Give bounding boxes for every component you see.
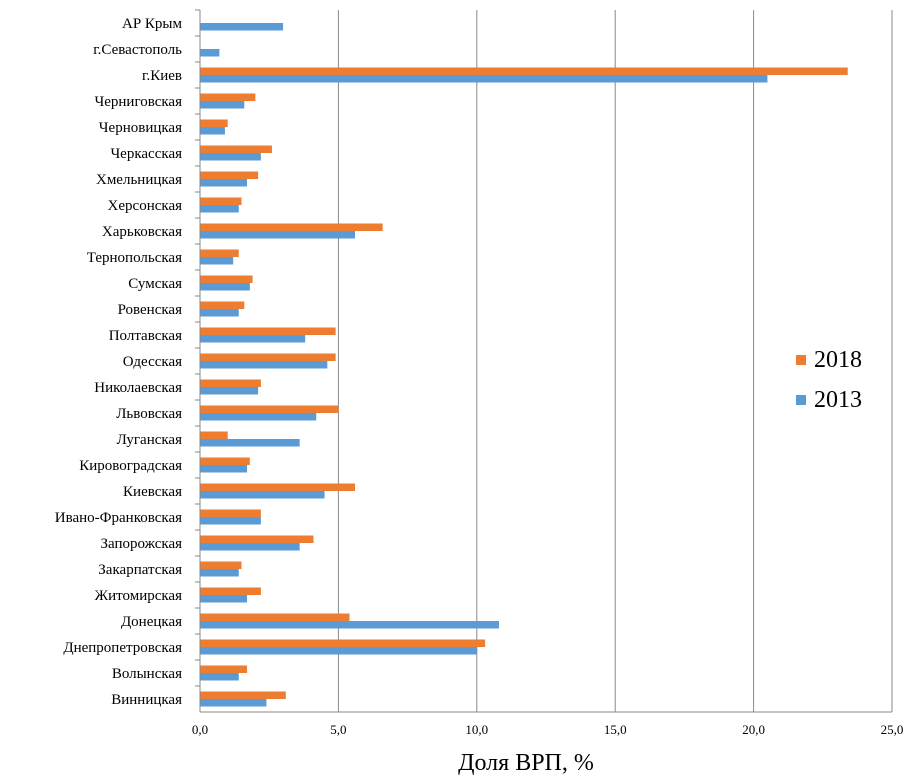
category-label: Ровенская [118, 302, 183, 318]
bar-2013 [200, 595, 248, 603]
category-label: Житомирская [95, 588, 182, 604]
bar-2018 [200, 665, 248, 673]
category-label: Кировоградская [79, 458, 182, 474]
bar-2018 [200, 457, 250, 465]
bar-2013 [200, 647, 477, 655]
bar-2018 [200, 535, 314, 543]
bar-2018 [200, 327, 336, 335]
bar-2013 [200, 621, 499, 629]
category-label: Черниговская [94, 94, 182, 110]
bar-2013 [200, 179, 248, 187]
category-label: Николаевская [94, 380, 182, 396]
bar-2013 [200, 517, 261, 525]
category-label: Донецкая [121, 614, 182, 630]
legend-label: 2018 [814, 347, 862, 373]
bar-2013 [200, 309, 239, 317]
bar-2018 [200, 119, 228, 127]
bar-2018 [200, 639, 486, 647]
bar-2018 [200, 171, 259, 179]
category-label: Закарпатская [98, 562, 182, 578]
x-tick-label: 15,0 [604, 722, 627, 737]
bar-2018 [200, 353, 336, 361]
bar-2013 [200, 413, 317, 421]
x-tick-label: 5,0 [330, 722, 346, 737]
bar-2018 [200, 301, 245, 309]
bar-2018 [200, 67, 848, 75]
x-tick-label: 10,0 [465, 722, 488, 737]
bar-2013 [200, 49, 220, 57]
bar-2018 [200, 197, 242, 205]
bar-2018 [200, 483, 356, 491]
category-label: Херсонская [108, 198, 183, 214]
category-label: Одесская [123, 354, 182, 370]
category-label: Хмельницкая [96, 172, 182, 188]
bar-2018 [200, 249, 239, 257]
bar-2018 [200, 691, 286, 699]
x-tick-label: 0,0 [192, 722, 208, 737]
bar-2018 [200, 431, 228, 439]
category-label: Киевская [123, 484, 182, 500]
x-tick-label: 20,0 [742, 722, 765, 737]
tick-labels: 0,0 5,0 10,0 15,0 20,0 25,0 [192, 722, 904, 737]
x-axis-title: Доля ВРП, % [458, 750, 594, 776]
category-label: Львовская [116, 406, 182, 422]
bar-2018 [200, 223, 383, 231]
bar-2013 [200, 127, 225, 135]
bar-2018 [200, 145, 272, 153]
category-label: Сумская [128, 276, 182, 292]
bar-2018 [200, 561, 242, 569]
x-tick-label: 25,0 [881, 722, 904, 737]
bar-2018 [200, 587, 261, 595]
category-label: Полтавская [109, 328, 182, 344]
bar-2013 [200, 699, 267, 707]
bar-2018 [200, 93, 256, 101]
bar-2013 [200, 101, 245, 109]
category-label: АР Крым [122, 16, 183, 32]
category-label: г.Севастополь [93, 42, 182, 58]
category-label: Ивано-Франковская [55, 510, 182, 526]
legend: 2018 2013 [796, 347, 862, 413]
bar-2013 [200, 335, 306, 343]
category-label: Черновицкая [99, 120, 182, 136]
bar-2018 [200, 405, 339, 413]
category-label: Черкасская [110, 146, 182, 162]
bar-2013 [200, 205, 239, 213]
bar-2013 [200, 75, 768, 83]
bar-2013 [200, 673, 239, 681]
bar-2013 [200, 569, 239, 577]
bar-2013 [200, 439, 300, 447]
category-label: Винницкая [111, 692, 182, 708]
gridlines [337, 10, 893, 712]
bar-2013 [200, 543, 300, 551]
legend-swatch [796, 395, 806, 405]
legend-label: 2013 [814, 387, 862, 413]
category-label: Луганская [117, 432, 183, 448]
bars [200, 23, 848, 707]
bar-2018 [200, 613, 350, 621]
category-label: г.Киев [142, 68, 182, 84]
legend-swatch [796, 355, 806, 365]
bar-2018 [200, 379, 261, 387]
bar-2013 [200, 491, 325, 499]
bar-2013 [200, 283, 250, 291]
bar-2013 [200, 465, 248, 473]
bar-2013 [200, 231, 356, 239]
category-label: Харьковская [102, 224, 182, 240]
bar-2018 [200, 275, 253, 283]
category-labels: АР Крым г.Севастополь г.Киев Черниговская Че… [55, 9, 200, 708]
bar-2013 [200, 23, 284, 31]
bar-2013 [200, 257, 234, 265]
bar-2013 [200, 361, 328, 369]
bar-2013 [200, 153, 261, 161]
category-label: Волынская [112, 666, 182, 682]
category-label: Тернопольская [87, 250, 182, 266]
category-label: Запорожская [101, 536, 183, 552]
bar-2018 [200, 509, 261, 517]
bar-2013 [200, 387, 259, 395]
category-label: Днепропетровская [63, 640, 182, 656]
